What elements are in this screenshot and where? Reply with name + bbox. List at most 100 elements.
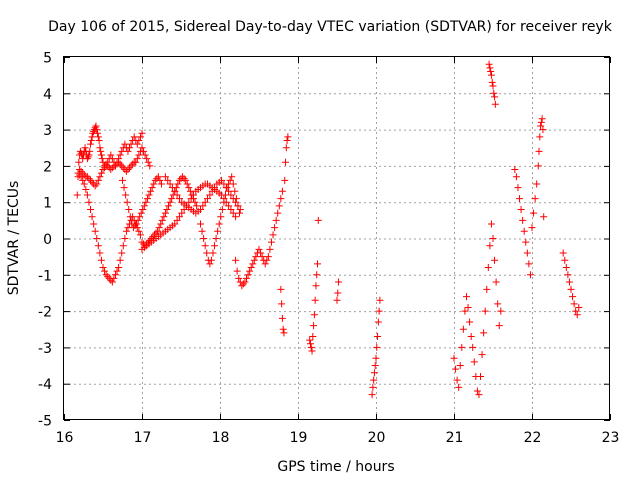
data-point xyxy=(171,187,179,195)
data-point xyxy=(257,249,265,257)
data-point xyxy=(83,191,91,199)
data-point xyxy=(173,216,181,224)
data-point xyxy=(108,278,116,286)
data-point xyxy=(480,329,488,337)
data-point xyxy=(525,260,533,268)
data-point xyxy=(138,144,146,152)
data-point xyxy=(371,362,379,370)
data-point xyxy=(489,82,497,90)
data-point xyxy=(139,205,147,213)
data-point xyxy=(246,267,254,275)
data-point xyxy=(98,155,106,163)
data-point xyxy=(486,242,494,250)
data-point xyxy=(207,256,215,264)
data-point xyxy=(80,180,88,188)
data-point xyxy=(484,264,492,272)
data-point xyxy=(104,162,112,170)
data-point xyxy=(490,89,498,97)
data-point xyxy=(225,187,233,195)
data-point xyxy=(118,249,126,257)
data-point xyxy=(204,195,212,203)
data-point xyxy=(275,202,283,210)
data-point xyxy=(231,187,239,195)
data-point xyxy=(307,343,315,351)
data-point xyxy=(115,264,123,272)
data-point xyxy=(121,140,129,148)
data-point xyxy=(108,155,116,163)
data-point xyxy=(281,176,289,184)
data-point xyxy=(540,213,548,221)
data-point xyxy=(198,227,206,235)
data-point xyxy=(155,224,163,232)
data-point xyxy=(94,129,102,137)
data-point xyxy=(263,256,271,264)
data-point xyxy=(522,238,530,246)
data-point xyxy=(530,209,538,217)
data-point xyxy=(310,311,318,319)
data-point xyxy=(528,224,536,232)
data-point xyxy=(272,216,280,224)
data-point xyxy=(232,256,240,264)
y-tick-label: -2 xyxy=(38,305,52,321)
data-point xyxy=(129,224,137,232)
data-point xyxy=(534,162,542,170)
data-point xyxy=(111,162,119,170)
data-point xyxy=(107,151,115,159)
data-point xyxy=(539,126,547,134)
data-point xyxy=(274,209,282,217)
data-point xyxy=(161,173,169,181)
data-point xyxy=(375,307,383,315)
data-point xyxy=(161,209,169,217)
data-point xyxy=(93,235,101,242)
data-point xyxy=(77,173,85,181)
data-point xyxy=(491,93,499,101)
plot-frame xyxy=(63,56,610,420)
data-point xyxy=(118,147,126,155)
data-point xyxy=(485,60,493,68)
data-point xyxy=(277,195,285,203)
data-point xyxy=(517,205,525,213)
data-point xyxy=(225,202,233,210)
data-point xyxy=(134,216,142,224)
data-point xyxy=(91,124,99,132)
data-point xyxy=(374,333,382,341)
y-tick-label: -3 xyxy=(38,341,52,357)
data-point xyxy=(372,354,380,362)
data-point xyxy=(206,260,214,268)
data-point xyxy=(487,68,495,76)
data-point xyxy=(197,205,204,213)
data-point xyxy=(101,267,109,275)
data-point xyxy=(178,209,186,217)
data-point xyxy=(283,136,291,144)
data-point xyxy=(81,144,89,152)
data-point xyxy=(459,325,467,333)
data-point xyxy=(115,158,123,166)
data-point xyxy=(193,202,201,210)
data-point xyxy=(452,365,460,373)
data-point xyxy=(236,205,244,213)
data-points xyxy=(73,60,583,399)
data-point xyxy=(154,173,162,181)
data-point xyxy=(94,242,102,250)
data-point xyxy=(461,307,469,315)
x-axis-label: GPS time / hours xyxy=(277,459,394,475)
data-point xyxy=(171,220,179,228)
data-point xyxy=(537,122,545,130)
data-point xyxy=(252,253,260,261)
x-tick-label: 18 xyxy=(212,430,230,446)
data-point xyxy=(264,253,272,261)
x-tick-label: 17 xyxy=(134,430,152,446)
data-point xyxy=(157,220,165,228)
data-point xyxy=(102,271,110,279)
data-point xyxy=(122,191,130,199)
data-point xyxy=(497,307,505,315)
data-point xyxy=(211,242,219,250)
data-point xyxy=(118,162,126,170)
data-point xyxy=(491,256,499,264)
data-point xyxy=(138,238,146,246)
data-point xyxy=(470,358,478,366)
data-point xyxy=(97,169,105,177)
data-point xyxy=(158,216,166,224)
data-point xyxy=(136,213,144,221)
data-point xyxy=(228,173,236,181)
